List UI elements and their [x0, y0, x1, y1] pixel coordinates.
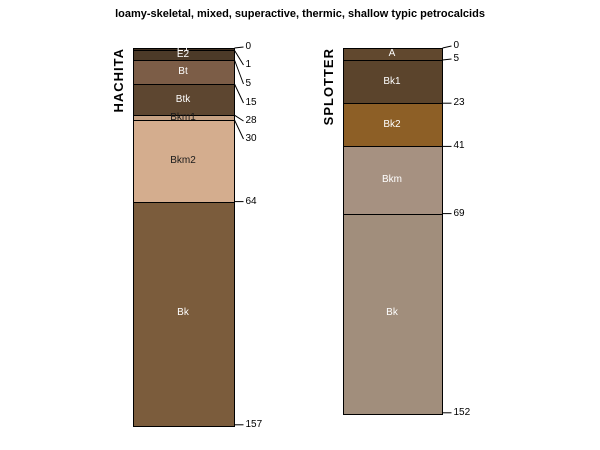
horizon-bk2 — [344, 104, 442, 148]
depth-tick-label: 30 — [245, 133, 257, 144]
depth-tick-label: 1 — [245, 59, 252, 70]
horizon-name-label: E1 — [176, 43, 190, 55]
depth-tick-leader — [234, 83, 244, 104]
horizon-name-label: Bt — [178, 66, 188, 77]
horizon-bk — [134, 202, 234, 426]
depth-tick-label: 0 — [245, 41, 252, 52]
horizon-e2 — [134, 51, 234, 61]
depth-tick-label: 15 — [245, 97, 257, 108]
depth-tick-label: 69 — [453, 207, 465, 219]
horizon-bk1 — [344, 61, 442, 105]
horizon-bkm — [344, 147, 442, 215]
horizon-name-label: E2 — [176, 49, 190, 61]
horizon-bkm2 — [134, 120, 234, 203]
depth-tick-label: 64 — [245, 195, 257, 207]
horizon-name-label: Bkm1 — [170, 111, 196, 123]
depth-tick-label: 23 — [453, 97, 465, 109]
horizon-name-label: Btk — [175, 93, 191, 105]
horizon-name-label: Bk1 — [383, 75, 401, 87]
horizon-e1 — [134, 49, 234, 52]
depth-tick-label: 28 — [245, 115, 257, 126]
horizon-bt — [134, 60, 234, 85]
horizon-name-label: Bk2 — [383, 118, 401, 130]
depth-tick-leader — [442, 58, 452, 61]
depth-tick-leader — [234, 119, 244, 140]
depth-tick-label: 41 — [453, 140, 465, 152]
profile-id-label: SPLOTTER — [321, 48, 336, 126]
horizon-btk — [134, 84, 234, 117]
depth-tick-leader — [234, 59, 244, 85]
horizon-name-label: Bkm — [382, 174, 402, 185]
horizon-bkm1 — [134, 116, 234, 121]
depth-tick-label: 5 — [245, 78, 252, 89]
horizon-name-label: Bk — [386, 307, 398, 319]
horizon-name-label: Bkm2 — [170, 154, 196, 166]
depth-tick-leader — [234, 50, 244, 66]
horizon-name-label: A — [388, 48, 396, 59]
depth-tick-label: 5 — [453, 53, 460, 64]
depth-tick-label: 152 — [453, 406, 471, 418]
depth-tick-label: 157 — [245, 418, 263, 430]
profile-column — [133, 48, 235, 427]
depth-tick-label: 0 — [453, 40, 460, 51]
horizon-bk — [344, 214, 442, 414]
depth-tick-leader — [234, 46, 244, 49]
horizon-a — [344, 49, 442, 61]
horizon-name-label: Bk — [177, 307, 189, 319]
plot-title: loamy-skeletal, mixed, superactive, ther… — [115, 8, 485, 20]
depth-tick-leader — [234, 114, 244, 122]
depth-tick-leader — [442, 45, 452, 49]
profile-id-label: HACHITA — [111, 48, 126, 113]
profile-column — [343, 48, 443, 415]
